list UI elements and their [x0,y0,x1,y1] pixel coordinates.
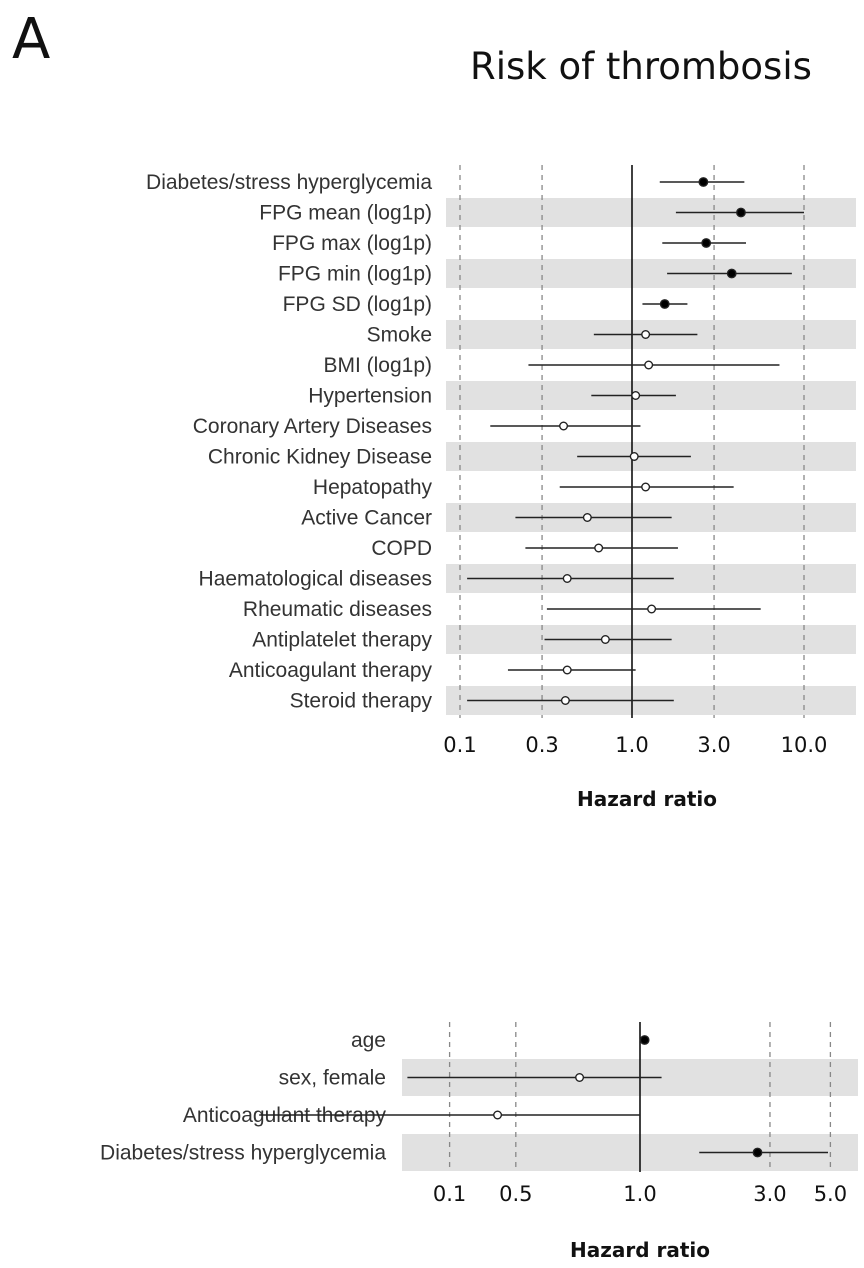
row-label: FPG min (log1p) [278,263,432,286]
row-label: Steroid therapy [290,690,433,713]
forest-plot-bottom: 0.1 0.5 1.0 3.0 5.0 Hazard ratio age sex, femal… [100,1022,858,1262]
x-tick-label: 3.0 [697,733,730,757]
row-label: Diabetes/stress hyperglycemia [146,171,432,194]
row-label: sex, female [279,1067,386,1090]
row-label: BMI (log1p) [323,354,432,377]
row-label: Rheumatic diseases [243,598,432,621]
row-label: Hepatopathy [313,476,433,499]
point-estimate-open [582,513,592,523]
point-estimate-open [562,665,572,675]
panel-letter: A [12,7,51,72]
point-estimate-open [493,1110,503,1120]
point-estimate-filled [701,238,712,248]
x-axis-label: Hazard ratio [577,787,717,811]
row-label: Active Cancer [301,507,432,530]
row-band [446,259,856,288]
row-label: Coronary Artery Diseases [193,415,432,438]
row-label: Antiplatelet therapy [252,629,432,652]
x-tick-label: 10.0 [781,733,828,757]
point-estimate-open [594,543,604,553]
row-label: FPG max (log1p) [272,232,432,255]
point-estimate-open [560,696,570,706]
point-estimate-open [644,360,654,370]
row-label: FPG mean (log1p) [259,202,432,225]
point-estimate-filled [639,1035,650,1045]
row-label: Smoke [367,324,432,347]
x-tick-label: 0.1 [433,1182,466,1206]
row-label: Haematological diseases [199,568,432,591]
point-estimate-filled [726,268,737,279]
point-estimate-open [641,330,651,340]
point-estimate-open [575,1072,585,1082]
point-estimate-open [631,391,641,401]
row-label: Diabetes/stress hyperglycemia [100,1142,386,1165]
row-label: COPD [371,537,432,560]
row-label: age [351,1029,386,1052]
point-estimate-filled [752,1147,763,1158]
x-axis-label: Hazard ratio [570,1238,710,1262]
forest-plot-top: 0.1 0.3 1.0 3.0 10.0 Hazard ratio Diabetes/str… [146,165,856,811]
row-label: Chronic Kidney Disease [208,446,432,469]
point-estimate-open [562,574,572,584]
x-tick-label: 5.0 [814,1182,847,1206]
chart-title: Risk of thrombosis [470,45,812,88]
point-estimate-open [629,452,639,462]
x-tick-label: 0.3 [525,733,558,757]
point-estimate-open [600,635,610,645]
point-estimate-open [559,421,569,431]
point-estimate-filled [736,207,746,218]
point-estimate-filled [698,177,709,187]
x-tick-label: 3.0 [753,1182,786,1206]
x-tick-label: 0.1 [443,733,476,757]
row-label: FPG SD (log1p) [283,293,432,316]
point-estimate-filled [659,299,670,309]
x-tick-label: 1.0 [623,1182,656,1206]
x-tick-label: 1.0 [615,733,648,757]
row-label: Hypertension [308,385,432,408]
x-tick-label: 0.5 [499,1182,532,1206]
point-estimate-open [647,604,657,614]
point-estimate-open [641,482,651,492]
row-label: Anticoagulant therapy [229,659,433,682]
